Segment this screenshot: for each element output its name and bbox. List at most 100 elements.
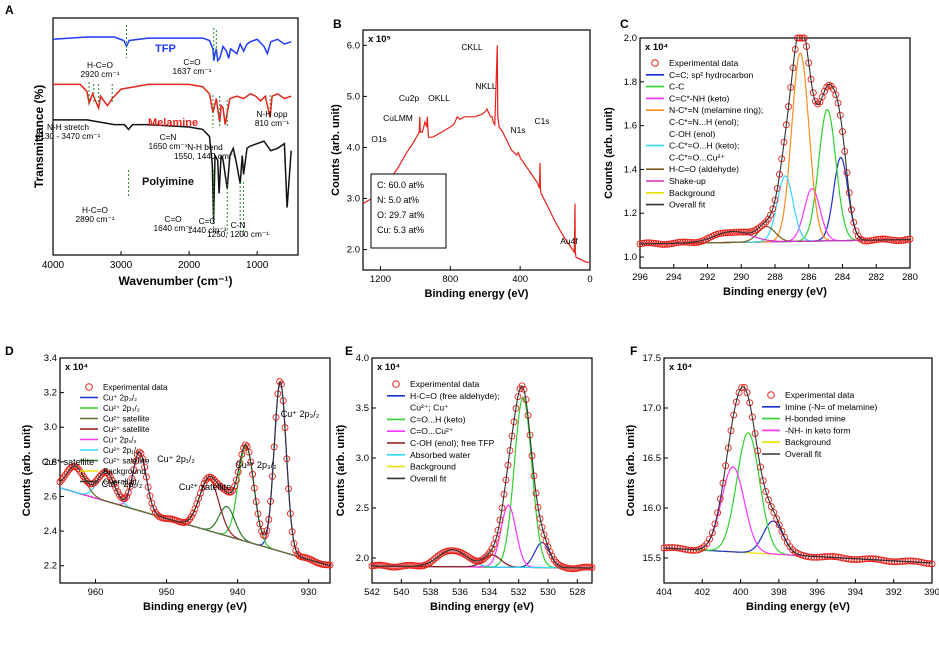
y-axis-label: Counts (arb. unit) — [330, 104, 342, 196]
legend-label: Experimental data — [785, 390, 854, 400]
peak-annotation: CuLMM — [383, 113, 413, 123]
x-tick-label: 402 — [694, 587, 710, 598]
data-point — [925, 560, 933, 568]
x-tick-label: 294 — [666, 272, 682, 283]
data-point — [895, 237, 903, 245]
y-tick-label: 1.4 — [624, 164, 637, 175]
data-point — [112, 484, 120, 492]
y-axis-label: Counts (arb. unit) — [603, 107, 615, 199]
x-tick-label: 1000 — [246, 260, 269, 271]
y-axis-label: Transmittance (%) — [32, 85, 46, 188]
data-point — [200, 480, 208, 487]
x-tick-label: 1200 — [370, 274, 391, 285]
y-tick-label: 5.0 — [347, 91, 360, 102]
y-tick-label: 1.2 — [624, 208, 637, 219]
peak-annotation: OKLL — [428, 93, 450, 103]
panel-label: E — [345, 344, 353, 358]
legend-label: Cu²⁺ satellite — [103, 425, 150, 434]
legend-label: H-C=O (free aldehyde); — [410, 391, 500, 401]
data-point — [241, 441, 249, 449]
data-point — [897, 237, 905, 245]
legend-label: Overall fit — [785, 449, 822, 459]
data-point — [191, 505, 199, 513]
data-point — [488, 545, 496, 553]
legend-label: Cu²⁺; Cu⁺ — [410, 403, 449, 413]
legend-label: Shake-up — [669, 176, 706, 186]
peak-annotation: N-H stretch — [47, 122, 89, 132]
data-point — [67, 464, 75, 472]
legend-label: C-C*=O...Cu²⁺ — [669, 152, 725, 162]
peak-annotation: N1s — [510, 125, 525, 135]
data-point — [647, 239, 655, 247]
peak-annotation: N-H opp — [257, 109, 288, 119]
y-tick-label: 16.5 — [643, 453, 662, 464]
data-point — [213, 479, 221, 487]
legend-label: C=C; sp² hydrocarbon — [669, 70, 754, 80]
legend-label: C-OH (enol) — [669, 129, 715, 139]
x-tick-label: 0 — [587, 274, 592, 285]
data-point — [890, 236, 898, 244]
peak-annotation: Cu²⁺ 2p₁/₂ — [102, 479, 143, 489]
x-tick-label: 400 — [512, 274, 528, 285]
x-tick-label: 950 — [159, 587, 175, 598]
data-point — [807, 553, 815, 561]
legend-label: Cu²⁺ 2p₁/₂ — [103, 446, 139, 455]
peak-annotation: C1s — [534, 116, 549, 126]
data-point — [906, 235, 914, 243]
series-label-melamine: Melamine — [148, 117, 198, 129]
data-point — [893, 558, 901, 566]
y-tick-label: 2.5 — [356, 503, 369, 514]
data-point — [220, 485, 228, 493]
legend-label: C=O...Cu²⁺ — [410, 426, 454, 436]
legend-label: Background — [410, 462, 456, 472]
plot-frame — [362, 29, 591, 271]
y-tick-label: 4.0 — [356, 353, 369, 364]
data-point — [767, 503, 775, 511]
data-point — [256, 520, 264, 528]
legend-label: Cu²⁺ satellite — [103, 415, 150, 424]
data-point — [781, 533, 789, 541]
data-point — [708, 529, 716, 537]
peak-annotation: 1637 cm⁻¹ — [173, 66, 212, 76]
composition-box — [370, 173, 447, 249]
data-point — [706, 535, 714, 543]
x-axis-label: Wavenumber (cm⁻¹) — [119, 274, 233, 288]
data-point — [813, 553, 821, 561]
legend-label: C-C*=N...H (enol); — [669, 117, 739, 127]
panel-label: C — [620, 17, 629, 31]
data-point — [823, 83, 831, 91]
series-label-polyimine: Polyimine — [142, 176, 194, 188]
component-peak — [372, 396, 592, 569]
data-point — [810, 553, 818, 561]
peak-annotation: CKLL — [461, 42, 483, 52]
data-point — [514, 393, 522, 401]
data-point — [90, 479, 98, 487]
legend-label: Experimental data — [669, 58, 738, 68]
data-point — [719, 229, 727, 237]
plot-frame — [59, 357, 331, 584]
data-point — [853, 556, 861, 564]
data-point — [711, 520, 719, 528]
panel-label: B — [333, 17, 342, 31]
y-scale-factor: x 10⁵ — [368, 34, 391, 45]
legend-marker — [392, 380, 400, 388]
data-point — [584, 563, 592, 571]
y-tick-label: 2.6 — [44, 491, 57, 502]
data-point — [687, 546, 695, 554]
peak-annotation: Cu⁺ 2p₃/₂ — [281, 409, 320, 419]
x-tick-label: 540 — [393, 587, 409, 598]
overall-fit-line — [59, 381, 331, 567]
data-point — [123, 493, 131, 501]
data-point — [866, 555, 874, 563]
ftir-series-tfp — [52, 36, 292, 63]
legend-label: C=O...H (keto) — [410, 414, 466, 424]
data-point — [771, 196, 779, 204]
plot-frame — [663, 357, 933, 584]
legend-label: Overall fit — [410, 473, 447, 483]
peak-annotation: 1440 cm⁻¹ — [188, 225, 227, 235]
peak-annotation: O1s — [371, 134, 387, 144]
panel-label: F — [630, 344, 637, 358]
data-point — [893, 237, 900, 245]
data-point — [814, 100, 822, 108]
data-point — [679, 238, 687, 246]
